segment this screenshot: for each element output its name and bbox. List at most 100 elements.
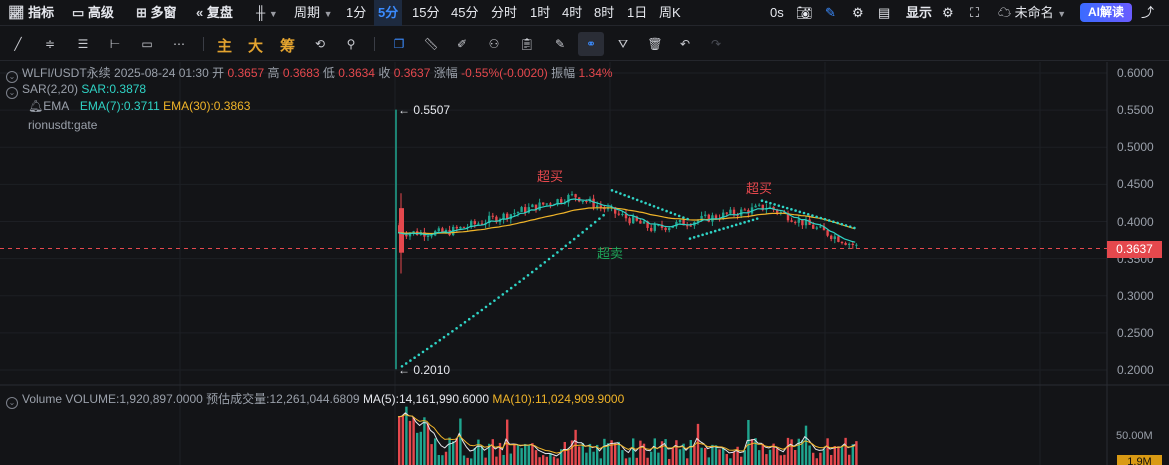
ema7-line: [397, 198, 856, 243]
candle-body: [815, 227, 818, 229]
chip-distribution-toggle[interactable]: 筹: [280, 38, 296, 55]
candle-body: [822, 226, 826, 231]
price-chart[interactable]: [0, 62, 1169, 465]
ohlc-row: ⌄ WLFI/USDT永续 2025-08-24 01:30 开 0.3657 高…: [6, 66, 613, 83]
display-button[interactable]: 显示: [906, 5, 933, 20]
low-label: 低: [322, 66, 335, 80]
period-dropdown[interactable]: 周期 ▼: [294, 0, 333, 26]
candle-body: [732, 209, 736, 215]
big-order-toggle[interactable]: 大: [248, 38, 264, 55]
sar-dot: [823, 217, 827, 221]
volume-bar: [790, 439, 793, 465]
sar-dot: [614, 190, 618, 194]
candle-body: [614, 207, 617, 214]
sar-dot: [751, 218, 755, 222]
volume-bar: [430, 444, 433, 465]
undo-icon[interactable]: ↶: [679, 37, 691, 51]
sar-dot: [682, 216, 685, 219]
amp-value: 1.34%: [578, 66, 613, 80]
ai-analysis-button[interactable]: AI解读: [1080, 3, 1132, 22]
interval-5m[interactable]: 5分: [374, 0, 403, 26]
share-icon[interactable]: ⤴: [1141, 5, 1155, 20]
copy-icon[interactable]: ❐: [393, 37, 405, 51]
volume-bar: [516, 444, 520, 465]
interval-45m[interactable]: 45分: [451, 5, 479, 20]
ruler-icon[interactable]: 📏︎: [423, 37, 439, 51]
sar-dot: [760, 199, 764, 203]
trash-icon[interactable]: 🗑︎: [647, 37, 663, 51]
layout-icon[interactable]: ▤: [878, 5, 891, 20]
advanced-button[interactable]: ▭ 高级: [72, 0, 114, 26]
candle-type-button[interactable]: ╫ ▼: [256, 0, 278, 26]
settings-icon[interactable]: ⚙: [852, 5, 864, 20]
brush-icon[interactable]: ✐: [456, 37, 468, 51]
collapse-icon[interactable]: ⌄: [6, 71, 18, 83]
candle-body: [700, 215, 703, 221]
interval-1d[interactable]: 1日: [627, 5, 648, 20]
volume-bar: [509, 453, 512, 465]
volume-bar: [470, 458, 473, 465]
collapse-icon[interactable]: ⌄: [6, 87, 18, 99]
interval-1h[interactable]: 1时: [530, 5, 551, 20]
multi-window-button[interactable]: ⊞ 多窗: [136, 0, 177, 26]
main-chart-toggle[interactable]: 主: [217, 38, 233, 55]
candle-body: [426, 236, 430, 238]
interval-4h[interactable]: 4时: [562, 5, 583, 20]
more-tools-icon[interactable]: ⋯: [173, 37, 185, 51]
volume-bar: [405, 406, 408, 465]
volume-bar: [452, 441, 455, 465]
candle-body: [743, 209, 746, 211]
price-tick-label: 0.6000: [1117, 66, 1154, 80]
indicators-label: 指标: [28, 5, 55, 20]
sar-dot: [726, 226, 730, 229]
candle-body: [768, 206, 772, 209]
bell-icon[interactable]: 🔔︎: [28, 99, 44, 113]
last-price-tag: 0.3637: [1107, 241, 1162, 258]
collapse-icon[interactable]: ⌄: [6, 397, 18, 409]
rectangle-icon[interactable]: ▭: [141, 37, 153, 51]
interval-15m[interactable]: 15分: [412, 5, 440, 20]
sar-value: SAR:0.3878: [81, 82, 147, 96]
candle-body: [628, 218, 631, 224]
redo-icon[interactable]: ↷: [710, 37, 722, 51]
horizontal-lines-icon[interactable]: ☰: [77, 37, 89, 51]
candle-body: [574, 194, 577, 198]
volume-bar: [617, 441, 620, 465]
fullscreen-icon[interactable]: ⛶: [970, 5, 980, 20]
candle-body: [639, 220, 642, 224]
candle-body: [819, 226, 822, 228]
indicators-button[interactable]: 📈︎ 指标: [8, 0, 54, 26]
filter-icon[interactable]: ⛛: [617, 36, 629, 51]
magnet-icon[interactable]: ⚲: [346, 37, 356, 51]
sar-dot: [844, 224, 848, 227]
replay-button[interactable]: « 复盘: [196, 0, 233, 26]
candle-body: [783, 212, 786, 214]
volume-bar: [804, 425, 808, 465]
trendline-icon[interactable]: ╱: [14, 37, 22, 51]
low-value: 0.3634: [338, 66, 375, 80]
volume-bar: [459, 418, 462, 465]
interval-timeshare[interactable]: 分时: [491, 5, 518, 20]
volume-bar: [815, 458, 818, 465]
candle-body: [516, 211, 520, 214]
sar-dot: [747, 219, 751, 223]
gear-icon[interactable]: ⚙: [942, 5, 954, 20]
candle-body: [441, 228, 444, 233]
sar-dot: [840, 222, 844, 226]
volume-bar: [614, 442, 617, 465]
interval-1m[interactable]: 1分: [346, 5, 367, 20]
pencil-icon[interactable]: ✎: [825, 5, 836, 20]
cloud-layout-dropdown[interactable]: ☁ 未命名 ▼: [998, 0, 1066, 26]
binoculars-icon[interactable]: ⚇: [488, 37, 500, 51]
sync-icon[interactable]: ⟲: [314, 37, 326, 51]
horizontal-ray-icon[interactable]: ⊢: [109, 37, 121, 51]
volume-bar: [491, 439, 494, 465]
interval-8h[interactable]: 8时: [594, 5, 615, 20]
camera-icon[interactable]: 📷︎: [796, 5, 813, 20]
link-icon[interactable]: ⚭: [578, 32, 604, 56]
interval-week[interactable]: 周K: [659, 5, 681, 20]
edit-icon[interactable]: ✎: [554, 37, 566, 51]
sar-dot: [568, 241, 572, 244]
clipboard-icon[interactable]: 📋︎: [519, 37, 535, 51]
parallel-lines-icon[interactable]: ≑: [44, 37, 56, 51]
